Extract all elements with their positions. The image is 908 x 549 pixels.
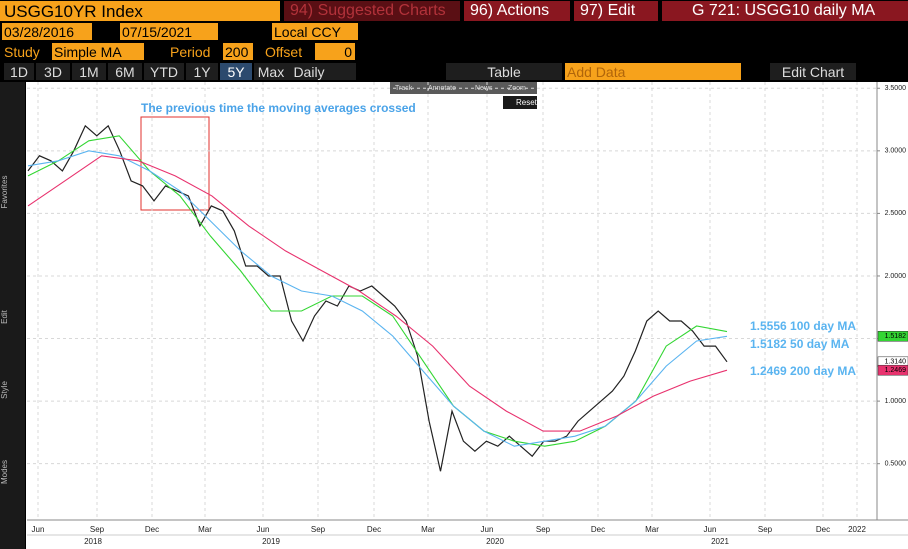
actions-menu[interactable]: 96) Actions: [464, 1, 570, 21]
study-field[interactable]: Simple MA: [52, 43, 144, 60]
range-button[interactable]: YTD: [144, 63, 184, 80]
table-button[interactable]: Table: [446, 63, 562, 80]
y-tick-label: 2.0000: [885, 273, 907, 280]
side-label: Style: [0, 381, 9, 399]
currency[interactable]: Local CCY: [272, 23, 358, 40]
series-label: 1.5182 50 day MA: [750, 337, 850, 351]
x-tick-label: Mar: [645, 525, 659, 534]
popup-tool: Track: [395, 85, 413, 92]
x-tick-label: Jun: [481, 525, 494, 534]
price-tag-label: 1.3140: [885, 359, 907, 366]
range-button[interactable]: 6M: [108, 63, 142, 80]
x-tick-label: Jun: [704, 525, 717, 534]
annotation: The previous time the moving averages cr…: [141, 101, 416, 115]
window-title: G 721: USGG10 daily MA: [662, 1, 908, 21]
popup-reset[interactable]: [503, 96, 537, 109]
add-data[interactable]: Add Data: [565, 63, 741, 80]
range-button[interactable]: 3D: [36, 63, 70, 80]
price-tag-label: 1.2469: [885, 367, 907, 374]
x-tick-label: Jun: [32, 525, 45, 534]
series-line: [27, 124, 728, 472]
x-tick-label: Dec: [816, 525, 830, 534]
plot-background: [26, 82, 877, 549]
x-tick-label: 2022: [848, 525, 866, 534]
period-label: Period: [170, 43, 211, 60]
side-label: Edit: [0, 309, 9, 324]
side-label: Modes: [0, 460, 9, 484]
x-tick-label: Sep: [758, 525, 773, 534]
series-line: [27, 150, 728, 447]
x-tick-label: Dec: [367, 525, 381, 534]
year-label: 2020: [486, 537, 504, 546]
suggested-charts[interactable]: 94) Suggested Charts: [284, 1, 460, 21]
left-toolbar: [0, 82, 25, 549]
x-tick-label: Sep: [536, 525, 551, 534]
series-line: [27, 155, 728, 432]
x-tick-label: Sep: [90, 525, 105, 534]
highlight-box: [140, 116, 210, 211]
edit-menu[interactable]: 97) Edit: [574, 1, 658, 21]
popup-reset-label: Reset: [516, 98, 538, 107]
series-label: 1.5556 100 day MA: [750, 319, 856, 333]
offset-label: Offset: [265, 43, 303, 60]
y-tick-label: 0.5000: [885, 461, 907, 468]
series-label: 1.2469 200 day MA: [750, 364, 856, 378]
y-tick-label: 3.0000: [885, 148, 907, 155]
range-button[interactable]: 1Y: [186, 63, 218, 80]
study-label: Study: [4, 43, 40, 60]
x-tick-label: Dec: [145, 525, 159, 534]
period-field[interactable]: 200: [223, 43, 253, 60]
price-tag: [877, 364, 908, 376]
y-tick-label: 2.5000: [885, 210, 907, 217]
start-date[interactable]: 03/28/2016: [2, 23, 92, 40]
x-tick-label: Sep: [311, 525, 326, 534]
x-tick-label: Mar: [198, 525, 212, 534]
range-button[interactable]: Max: [254, 63, 288, 80]
end-date[interactable]: 07/15/2021: [120, 23, 218, 40]
price-tag-label: 1.5182: [885, 333, 907, 340]
popup-toolbar: [390, 82, 537, 94]
right-axis-background: [877, 82, 908, 549]
ticker-field[interactable]: USGG10YR Index: [0, 1, 280, 21]
y-tick-label: 3.5000: [885, 85, 907, 92]
range-button[interactable]: 1M: [72, 63, 106, 80]
range-button[interactable]: 1D: [4, 63, 34, 80]
offset-field[interactable]: 0: [315, 43, 355, 60]
edit-chart[interactable]: Edit Chart: [770, 63, 856, 80]
x-tick-label: Dec: [591, 525, 605, 534]
price-tag: [877, 331, 908, 342]
year-label: 2018: [84, 537, 102, 546]
x-tick-label: Mar: [421, 525, 435, 534]
range-button[interactable]: 5Y: [220, 63, 252, 80]
year-label: 2021: [711, 537, 729, 546]
side-label: Favorites: [0, 176, 9, 209]
y-tick-label: 1.0000: [885, 398, 907, 405]
year-label: 2019: [262, 537, 280, 546]
popup-tool: Zoom: [508, 85, 526, 92]
x-tick-label: Jun: [257, 525, 270, 534]
